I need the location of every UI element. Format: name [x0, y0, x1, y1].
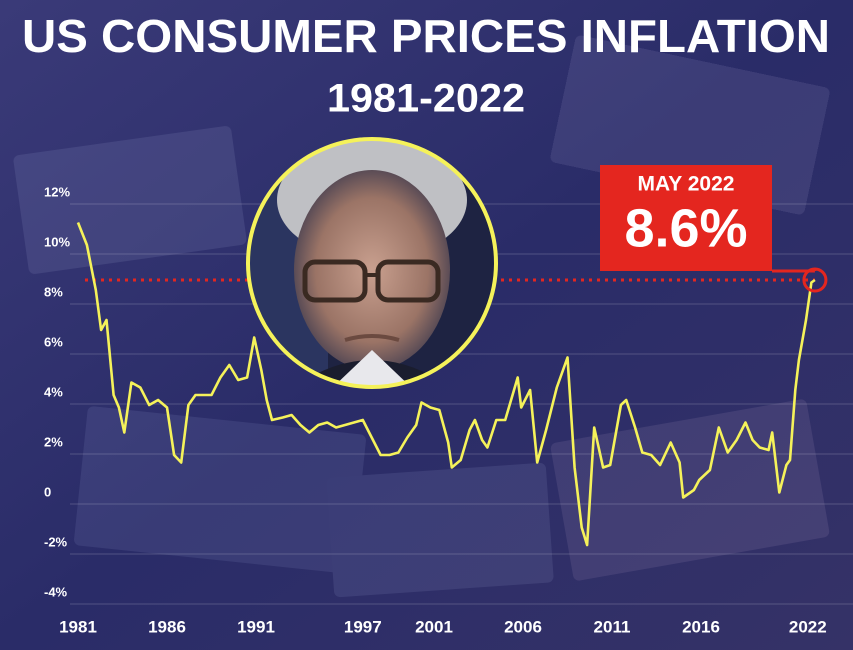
y-tick-label: 4%	[44, 384, 63, 399]
x-tick-label: 2011	[594, 617, 631, 636]
y-tick-label: 8%	[44, 284, 63, 299]
annotation-label: MAY 2022	[638, 173, 735, 196]
annotation-box	[600, 165, 772, 271]
x-tick-label: 2022	[789, 617, 827, 636]
y-tick-label: 10%	[44, 234, 70, 249]
annotation-value: 8.6%	[624, 198, 747, 258]
portrait	[248, 139, 467, 387]
x-tick-label: 2016	[682, 617, 720, 636]
y-tick-label: -2%	[44, 534, 68, 549]
x-tick-label: 2001	[415, 617, 453, 636]
annotation: MAY 2022 8.6%	[600, 165, 772, 271]
plot-area	[76, 222, 828, 547]
end-marker	[802, 267, 828, 293]
y-tick-label: 6%	[44, 334, 63, 349]
photo-frame	[246, 137, 498, 389]
x-tick-label: 1986	[148, 617, 186, 636]
y-tick-label: -4%	[44, 584, 68, 599]
x-tick-label: 1991	[237, 617, 275, 636]
y-tick-label: 2%	[44, 434, 63, 449]
x-tick-label: 1981	[59, 617, 97, 636]
chart-title: US CONSUMER PRICES INFLATION	[22, 10, 830, 62]
chart-subtitle: 1981-2022	[327, 77, 525, 121]
x-tick-label: 2006	[504, 617, 542, 636]
y-tick-label: 0	[44, 484, 51, 499]
y-tick-label: 12%	[44, 184, 70, 199]
inflation-line	[76, 222, 816, 547]
x-tick-label: 1997	[344, 617, 382, 636]
photo	[246, 137, 498, 389]
